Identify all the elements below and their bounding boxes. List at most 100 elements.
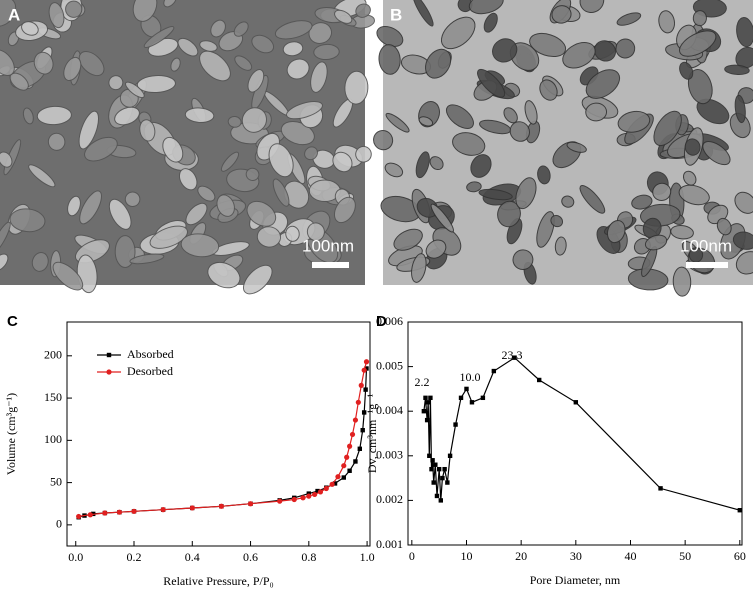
marker [480, 395, 486, 401]
marker [360, 427, 365, 433]
particle [561, 195, 575, 208]
particle [313, 43, 340, 61]
particle [21, 21, 39, 36]
particle [393, 228, 423, 251]
legend-marker [106, 352, 112, 358]
particle [114, 106, 140, 126]
particle [492, 38, 518, 63]
particle [285, 225, 300, 242]
particle [644, 234, 668, 251]
marker [536, 377, 542, 383]
marker [445, 480, 450, 485]
scale-label: 100nm [302, 236, 354, 255]
marker [423, 395, 428, 401]
scale-bar [312, 262, 349, 268]
particle [524, 100, 538, 125]
particle [512, 249, 534, 271]
particle [566, 141, 587, 153]
particle [672, 266, 692, 297]
particle [170, 57, 181, 72]
marker [424, 417, 430, 423]
x-tick-label: 0.4 [185, 550, 200, 564]
marker [247, 501, 254, 507]
legend-marker [106, 369, 112, 375]
marker [300, 495, 306, 501]
particle [178, 168, 198, 191]
particle [425, 48, 452, 79]
x-tick-label: 60 [734, 549, 746, 563]
marker [491, 368, 497, 374]
particle [149, 225, 188, 249]
marker [335, 474, 341, 480]
marker [363, 387, 368, 392]
particle [724, 64, 750, 75]
x-tick-label: 0.0 [68, 550, 83, 564]
y-tick-label: 0.002 [376, 492, 403, 506]
particle [497, 200, 521, 228]
particle [199, 50, 231, 82]
particle [207, 261, 241, 289]
particle [233, 21, 249, 37]
particle [114, 235, 136, 268]
marker [341, 475, 346, 480]
particle [425, 239, 447, 259]
marker [428, 395, 433, 401]
particle [234, 55, 253, 71]
marker [332, 481, 338, 486]
particle [373, 129, 394, 151]
particle [22, 107, 34, 125]
y-tick-label: 0.003 [376, 448, 403, 462]
particle [615, 38, 636, 59]
marker [341, 463, 347, 469]
marker [218, 503, 225, 509]
annotation: 2.2 [415, 375, 430, 389]
marker [436, 466, 442, 472]
particle [378, 44, 401, 75]
particle [385, 112, 410, 133]
particle [536, 211, 555, 248]
marker [189, 505, 195, 511]
marker [429, 466, 434, 472]
scale-label: 100nm [680, 236, 732, 255]
particle [33, 51, 54, 75]
plot-frame [66, 321, 371, 547]
y-tick-label: 0.006 [376, 314, 403, 328]
particle [679, 61, 694, 80]
marker [347, 443, 353, 449]
marker [347, 468, 352, 473]
particle [286, 58, 310, 80]
particle [78, 51, 105, 77]
panel-b: B 100nm [373, 0, 753, 297]
particle [384, 162, 404, 178]
particle [124, 191, 141, 207]
charts: 23.3 2.2 10.0 0.0 0.2 0.4 0.6 0.8 1.005010015… [4, 313, 746, 588]
x-axis-label: Relative Pressure, P/P₀ [163, 574, 274, 588]
particle [282, 41, 304, 57]
marker [426, 400, 431, 405]
particle [220, 151, 240, 172]
particle [247, 69, 265, 93]
particle [84, 136, 118, 162]
marker [344, 454, 350, 460]
particle [692, 10, 707, 27]
x-tick-label: 20 [515, 549, 527, 563]
particle [653, 110, 682, 147]
legend-label: Desorbed [127, 364, 173, 378]
particle [143, 26, 175, 48]
marker [317, 489, 324, 495]
y-tick-label: 0.004 [376, 403, 403, 417]
marker [353, 459, 358, 464]
y-tick-label: 0 [56, 517, 62, 531]
particle [108, 198, 132, 230]
y-tick-label: 200 [44, 348, 62, 362]
y-tick-label: 150 [44, 390, 62, 404]
particle [199, 40, 218, 52]
particle [606, 219, 626, 244]
particle [36, 105, 72, 126]
particle [539, 79, 558, 101]
particle [136, 75, 176, 94]
x-tick-label: 30 [570, 549, 582, 563]
x-tick-label: 0.2 [127, 550, 142, 564]
particle [483, 12, 498, 33]
marker [438, 498, 443, 503]
